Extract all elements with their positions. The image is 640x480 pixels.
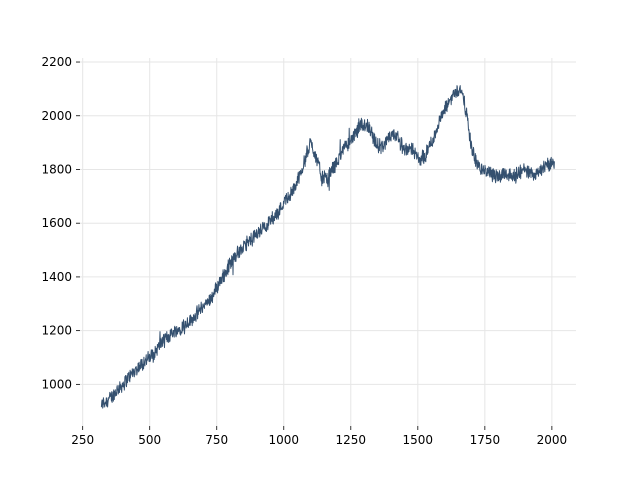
x-tick-label: 750 bbox=[205, 433, 228, 447]
x-tick-label: 500 bbox=[138, 433, 161, 447]
y-tick-label: 1200 bbox=[41, 324, 72, 338]
y-tick-label: 2000 bbox=[41, 109, 72, 123]
y-tick-label: 1600 bbox=[41, 216, 72, 230]
grid bbox=[80, 58, 576, 426]
y-axis: 1000 1200 1400 1600 1800 2000 2200 bbox=[41, 55, 80, 391]
series-line bbox=[100, 85, 555, 409]
x-tick-label: 1000 bbox=[268, 433, 299, 447]
x-tick-label: 1250 bbox=[336, 433, 367, 447]
y-tick-label: 2200 bbox=[41, 55, 72, 69]
x-axis: 250 500 750 1000 1250 1500 1750 2000 bbox=[71, 426, 567, 447]
x-tick-label: 250 bbox=[71, 433, 94, 447]
x-tick-label: 1750 bbox=[470, 433, 501, 447]
y-tick-label: 1400 bbox=[41, 270, 72, 284]
series-layer bbox=[100, 85, 555, 409]
x-tick-label: 1500 bbox=[403, 433, 434, 447]
y-tick-label: 1000 bbox=[41, 377, 72, 391]
x-tick-label: 2000 bbox=[537, 433, 568, 447]
y-tick-label: 1800 bbox=[41, 162, 72, 176]
